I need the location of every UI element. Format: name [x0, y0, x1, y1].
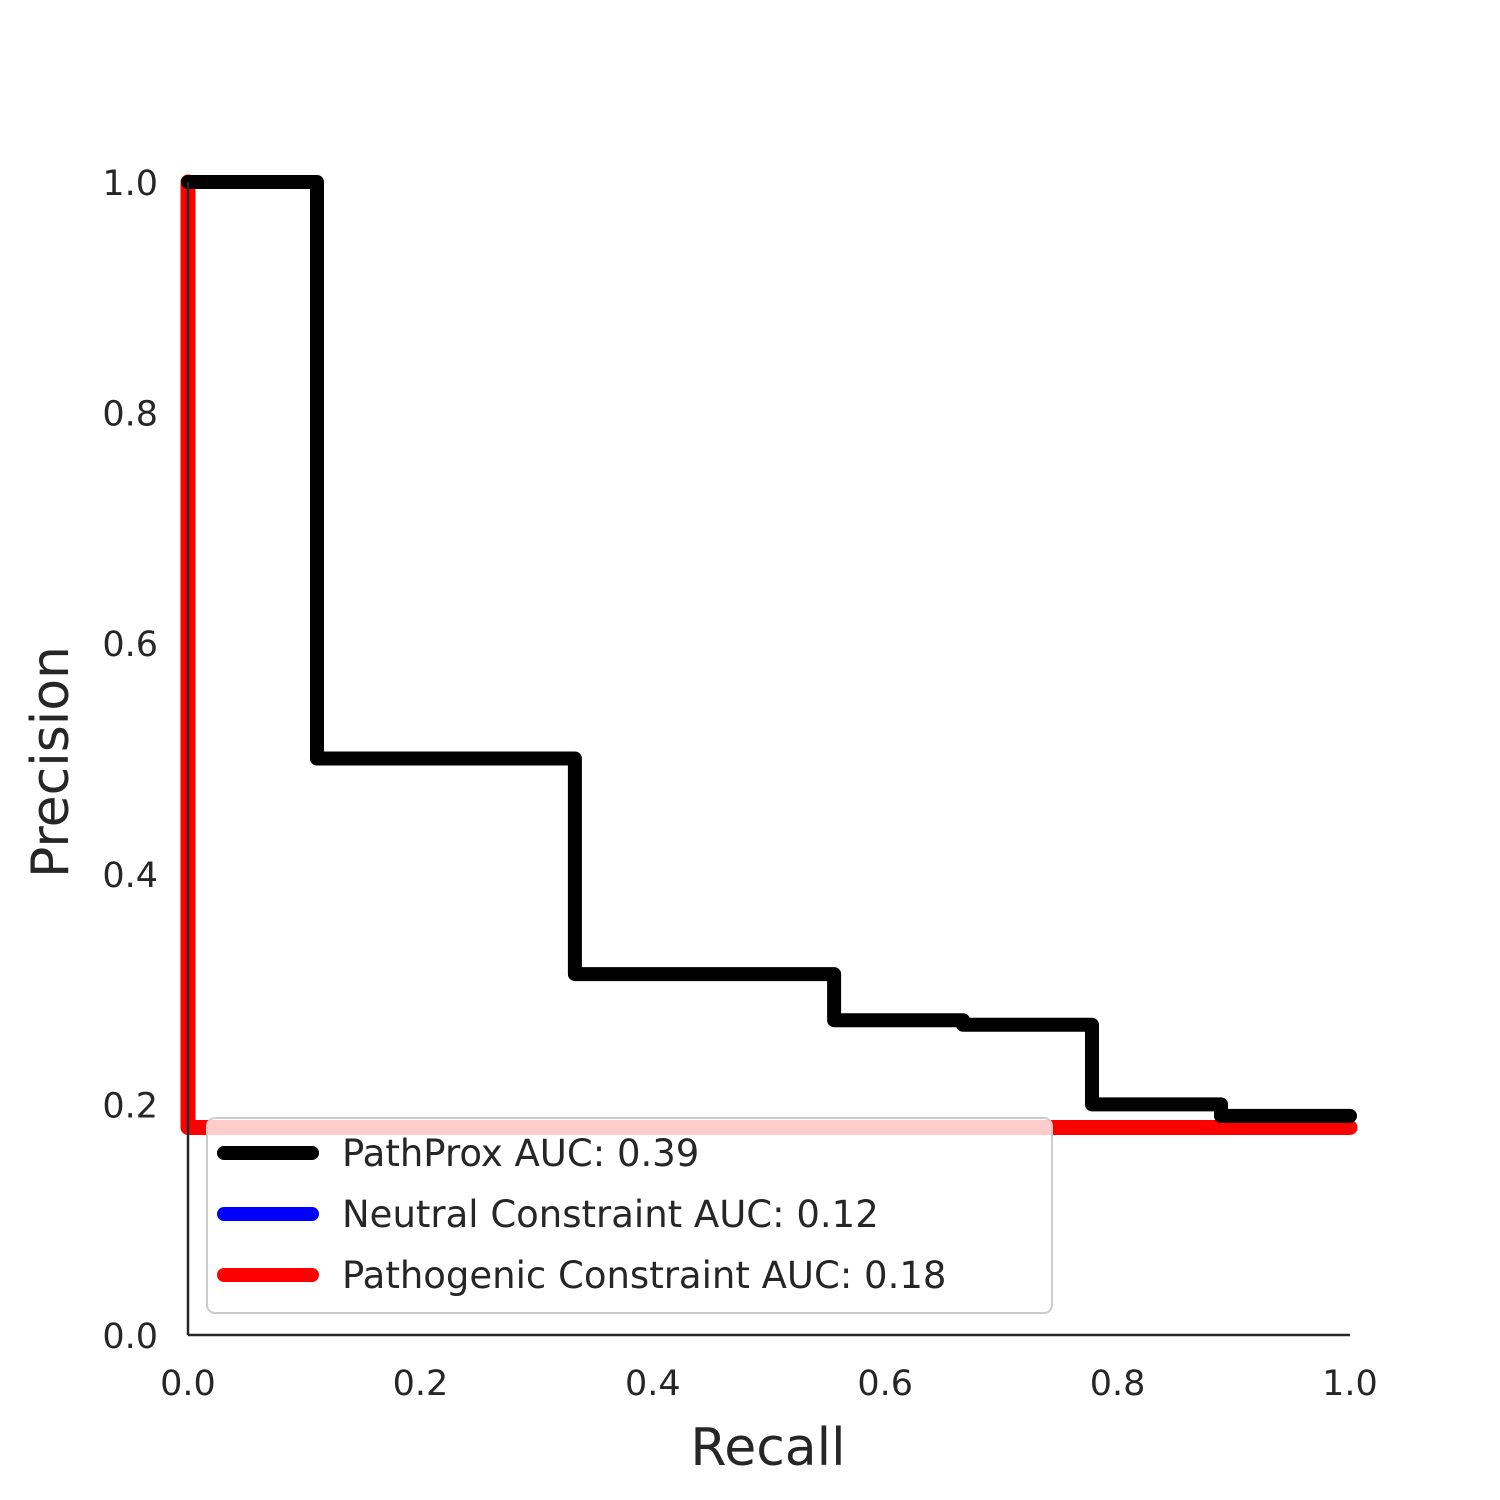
- legend-label-1: Neutral Constraint AUC: 0.12: [342, 1193, 879, 1236]
- legend: PathProx AUC: 0.39 Neutral Constraint AUC…: [206, 1117, 1053, 1314]
- x-tick-label: 0.8: [1090, 1364, 1146, 1404]
- y-axis-title: Precision: [21, 646, 81, 878]
- x-tick-label: 0.2: [393, 1364, 449, 1404]
- x-tick-label: 0.4: [625, 1364, 681, 1404]
- ticks-layer: 0.0 0.2 0.4 0.6 0.8 1.0 0.0 0.2 0.4 0.6 0.8 1.0: [102, 164, 1378, 1404]
- x-tick-label: 0.0: [160, 1364, 216, 1404]
- y-tick-label: 0.0: [102, 1317, 158, 1357]
- series-layer: [180, 174, 1358, 1135]
- legend-label-2: Pathogenic Constraint AUC: 0.18: [342, 1254, 946, 1297]
- x-axis-title: Recall: [690, 1418, 845, 1478]
- y-tick-label: 0.4: [102, 856, 158, 896]
- legend-box: [206, 1117, 1053, 1314]
- y-tick-label: 0.2: [102, 1086, 158, 1126]
- series-line-2: [180, 174, 1358, 1135]
- series-line-0: [181, 175, 1357, 1123]
- x-tick-label: 0.6: [857, 1364, 913, 1404]
- axes-layer: [186, 182, 1350, 1337]
- y-tick-label: 0.6: [102, 625, 158, 665]
- x-tick-label: 1.0: [1322, 1364, 1378, 1404]
- legend-label-0: PathProx AUC: 0.39: [342, 1132, 699, 1175]
- y-tick-label: 1.0: [102, 164, 158, 204]
- y-tick-label: 0.8: [102, 395, 158, 435]
